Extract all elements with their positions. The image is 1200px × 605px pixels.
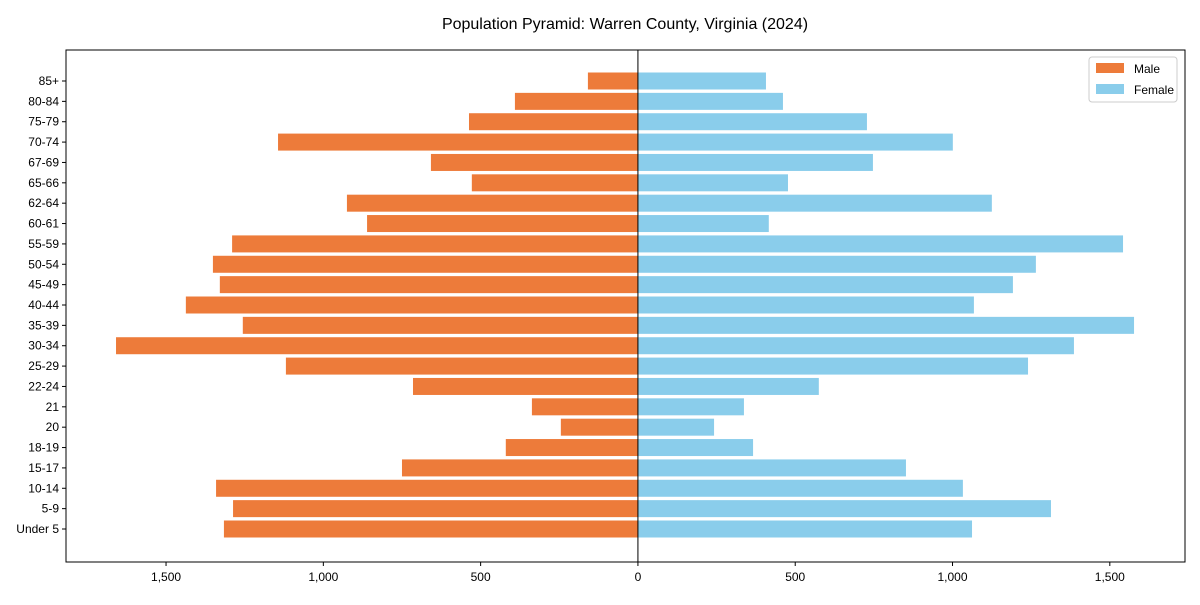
bar-male-62-64 [346, 194, 638, 212]
bar-male-70-74 [278, 133, 638, 151]
bar-female-75-79 [637, 113, 867, 131]
y-tick-label: 67-69 [28, 155, 59, 169]
bar-male-10-14 [216, 479, 638, 497]
bar-male-45-49 [219, 276, 638, 294]
y-tick-label: 62-64 [28, 196, 59, 210]
bar-female-60-61 [637, 215, 769, 233]
y-tick-label: 80-84 [28, 94, 59, 108]
y-tick-label: 15-17 [28, 461, 59, 475]
y-tick-label: 21 [46, 400, 60, 414]
bar-female-Under 5 [637, 520, 973, 538]
bar-female-55-59 [637, 235, 1124, 253]
bar-female-35-39 [637, 316, 1135, 334]
y-tick-label: 40-44 [28, 298, 59, 312]
y-tick-label: 20 [46, 420, 60, 434]
y-tick-label: 18-19 [28, 441, 59, 455]
bar-male-30-34 [116, 337, 638, 355]
x-tick-label: 1,000 [308, 570, 338, 584]
bar-female-45-49 [637, 276, 1013, 294]
bar-male-15-17 [401, 459, 638, 477]
legend-label-male: Male [1134, 62, 1160, 76]
y-tick-label: 30-34 [28, 339, 59, 353]
bar-female-67-69 [637, 153, 873, 171]
legend: Male Female [1088, 56, 1178, 103]
legend-swatch-female [1096, 84, 1124, 94]
bar-female-65-66 [637, 174, 788, 192]
bar-female-20 [637, 418, 715, 436]
bar-male-40-44 [185, 296, 638, 314]
x-tick-label: 500 [471, 570, 491, 584]
bar-male-60-61 [367, 215, 638, 233]
bar-male-25-29 [285, 357, 638, 375]
y-tick-label: 10-14 [28, 481, 59, 495]
y-tick-label: Under 5 [16, 522, 59, 536]
bar-female-62-64 [637, 194, 992, 212]
x-tick-label: 0 [635, 570, 642, 584]
y-tick-label: 22-24 [28, 379, 59, 393]
bar-male-20 [560, 418, 638, 436]
bar-male-5-9 [233, 500, 638, 518]
bar-male-55-59 [232, 235, 638, 253]
bar-male-75-79 [468, 113, 638, 131]
bar-female-85+ [637, 72, 766, 90]
x-tick-label: 1,500 [151, 570, 181, 584]
bar-male-67-69 [430, 153, 638, 171]
bar-female-21 [637, 398, 744, 416]
y-tick-label: 25-29 [28, 359, 59, 373]
bar-female-5-9 [637, 500, 1051, 518]
bar-male-21 [531, 398, 638, 416]
bar-male-85+ [587, 72, 638, 90]
bar-female-70-74 [637, 133, 953, 151]
y-tick-label: 85+ [39, 74, 59, 88]
bar-female-80-84 [637, 92, 783, 110]
bar-female-15-17 [637, 459, 906, 477]
x-tick-label: 500 [785, 570, 805, 584]
bar-male-22-24 [412, 377, 638, 395]
y-tick-label: 35-39 [28, 318, 59, 332]
bar-female-40-44 [637, 296, 974, 314]
bar-male-Under 5 [223, 520, 638, 538]
x-tick-label: 1,000 [938, 570, 968, 584]
bar-female-22-24 [637, 377, 819, 395]
y-tick-label: 60-61 [28, 217, 59, 231]
y-tick-label: 5-9 [42, 502, 60, 516]
y-tick-label: 70-74 [28, 135, 59, 149]
bar-female-10-14 [637, 479, 963, 497]
bar-female-25-29 [637, 357, 1029, 375]
y-tick-label: 75-79 [28, 115, 59, 129]
legend-swatch-male [1096, 63, 1124, 73]
bar-female-18-19 [637, 439, 754, 457]
bar-male-65-66 [471, 174, 638, 192]
legend-label-female: Female [1134, 83, 1174, 97]
bar-male-18-19 [505, 439, 638, 457]
y-tick-label: 45-49 [28, 278, 59, 292]
plot-frame [65, 49, 1186, 563]
chart-title: Population Pyramid: Warren County, Virgi… [442, 16, 808, 33]
bar-male-80-84 [514, 92, 638, 110]
y-tick-label: 55-59 [28, 237, 59, 251]
bar-male-50-54 [212, 255, 638, 273]
y-tick-label: 50-54 [28, 257, 59, 271]
y-tick-label: 65-66 [28, 176, 59, 190]
bar-male-35-39 [242, 316, 638, 334]
bar-female-50-54 [637, 255, 1036, 273]
bar-female-30-34 [637, 337, 1074, 355]
x-tick-label: 1,500 [1095, 570, 1125, 584]
